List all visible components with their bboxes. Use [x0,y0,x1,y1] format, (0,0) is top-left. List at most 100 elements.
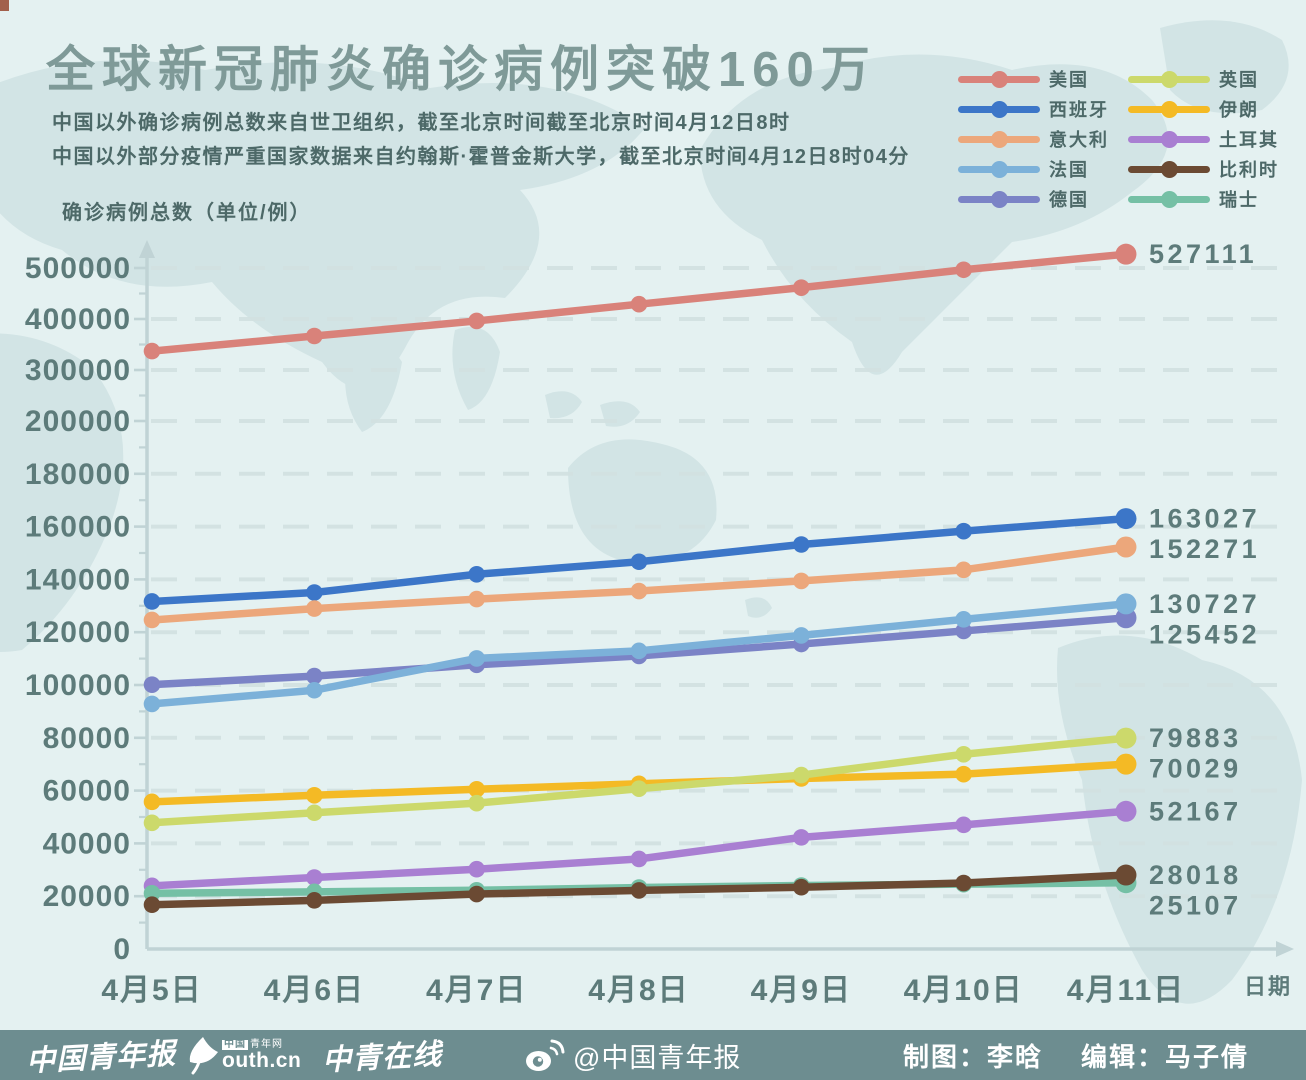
end-value-label: 70029 [1149,754,1242,784]
series-dot [955,561,972,579]
x-axis-arrow-icon [1276,941,1294,957]
series-dot [468,590,485,608]
series-end-dot [1115,593,1137,615]
y-tick-label: 140000 [25,563,131,596]
zhongqing-online-logo-text: 中青在线 [321,1038,443,1078]
series [143,243,1137,914]
series-dot [468,650,485,667]
series-end-dot [1115,864,1137,886]
subtitle-source-who: 中国以外确诊病例总数来自世卫组织，截至北京时间截至北京时间4月12日8时 [52,112,791,134]
series-dot [306,327,323,345]
series-dot [793,572,810,590]
series-dot [143,884,161,902]
series-dot [955,745,972,763]
series-3 [143,593,1137,713]
x-tick-label: 4月8日 [588,974,689,1007]
y-tick-label: 400000 [25,303,131,336]
legend-item-0: 美国 [958,64,1109,94]
x-tick-label: 4月5日 [101,974,202,1007]
legend-dot-icon [991,190,1008,208]
end-value-label: 527111 [1149,239,1257,269]
weibo-account: @中国青年报 [525,1030,741,1080]
legend-label: 法国 [1049,160,1089,180]
y-tick-label: 160000 [25,511,131,544]
youth-cn-text: 中国 青年网 outh.cn [222,1038,301,1071]
series-dot [468,794,485,812]
y-tick-label: 100000 [25,669,131,702]
china-youth-daily-logo: 中国青年报 [25,1030,176,1080]
series-dot [306,584,323,601]
series-dot [143,342,161,360]
legend-label: 比利时 [1219,160,1279,180]
series-dot [793,627,810,644]
series-end-dot [1115,536,1137,558]
legend-label: 伊朗 [1219,100,1259,120]
x-tick-label: 4月7日 [426,974,527,1007]
legend-column-1: 美国 西班牙 意大利 法国 德国 [958,64,1109,214]
legend-item-6: 伊朗 [1128,94,1279,124]
x-tick-label: 4月9日 [751,974,852,1007]
credits: 制图：李晗 编辑：马子倩 [903,1030,1249,1080]
series-dot [306,667,323,685]
youth-cn-badge: 中国 [222,1038,248,1050]
legend-dot-icon [1161,160,1178,178]
legend-swatch-icon [958,190,1040,208]
y-tick-label: 500000 [25,252,131,285]
subtitle-source-jhu: 中国以外部分疫情严重国家数据来自约翰斯·霍普金斯大学，截至北京时间4月12日8时… [52,146,910,168]
series-0 [143,243,1137,360]
end-value-label: 125452 [1149,619,1260,649]
series-8 [143,864,1137,914]
end-value-label: 152271 [1149,534,1260,564]
legend-swatch-icon [1128,190,1210,208]
series-dot [793,279,810,296]
series-dot [468,312,485,330]
y-tick-label: 120000 [25,616,131,649]
legend-label: 美国 [1049,70,1089,90]
series-dot [143,593,161,610]
legend-label: 瑞士 [1219,190,1259,210]
y-tick-label: 60000 [43,775,131,808]
series-dot [306,681,323,699]
series-dot [143,814,161,832]
y-axis-arrow-icon [139,240,155,258]
legend-item-2: 意大利 [958,124,1109,154]
series-1 [143,508,1137,610]
series-dot [630,295,648,313]
series-dot [306,869,323,886]
series-dot [630,780,648,797]
series-dot [793,766,810,784]
legend-swatch-icon [958,160,1040,178]
series-2 [143,536,1137,629]
series-dot [955,261,972,279]
legend-swatch-icon [1128,160,1210,178]
legend-dot-icon [991,160,1008,178]
credit-editor: 编辑：马子倩 [1081,1041,1250,1072]
ginkgo-leaf-icon [189,1037,218,1075]
series-dot [955,874,972,892]
y-tick-labels: 0 20000 40000 60000 80000 100000 120000 140000 1… [25,252,131,966]
series-dot [955,622,972,640]
series-dot [955,611,972,628]
zhongqing-online-logo: 中青在线 [321,1030,443,1080]
legend-item-9: 瑞士 [1128,184,1279,214]
series-dot [306,600,323,617]
series-5 [143,727,1137,832]
legend-dot-icon [1161,100,1178,118]
end-value-label: 130727 [1149,589,1260,619]
y-tick-label: 200000 [25,405,131,438]
end-value-label: 79883 [1149,723,1242,753]
series-dot [630,582,648,600]
x-tick-label: 4月11日 [1067,974,1185,1007]
x-tick-labels: 4月5日 4月6日 4月7日 4月8日 4月9日 4月10日 4月11日 日期 [101,974,1292,1007]
series-end-dot [1115,508,1137,530]
series-end-dot [1115,727,1137,749]
series-dot [793,829,810,846]
series-dot [143,793,161,811]
footer-bar: 中国青年报 中国 青年网 outh.cn 中青在线 [0,1030,1306,1080]
x-axis-title: 日期 [1244,974,1292,999]
series-dot [955,816,972,834]
